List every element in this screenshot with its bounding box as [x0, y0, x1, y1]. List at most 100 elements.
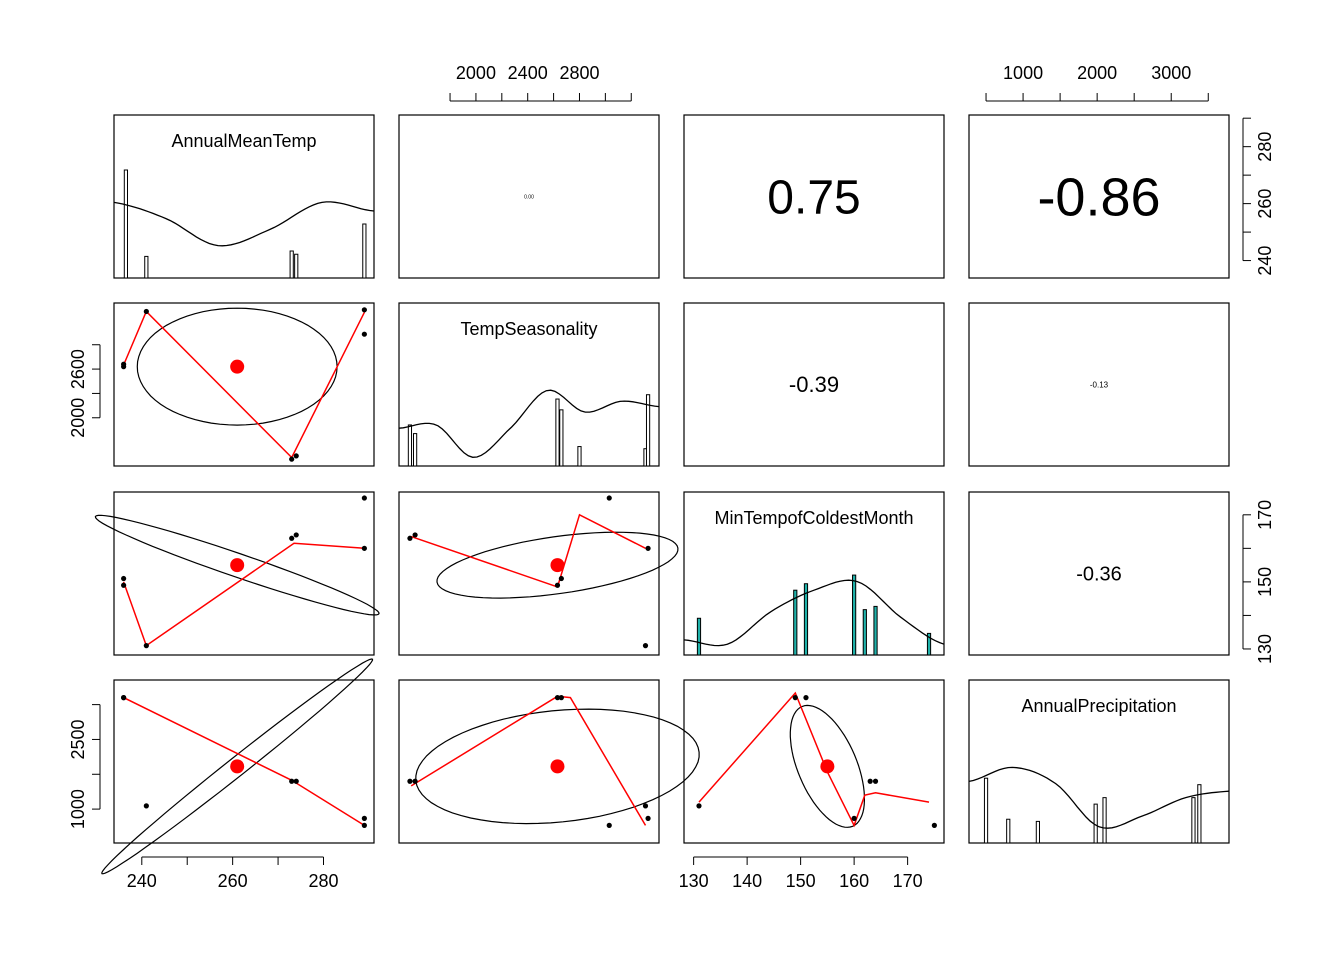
panel-frame-r2-c1	[113, 302, 375, 467]
tick-label-right-r3-170: 170	[1255, 500, 1275, 530]
loess-smoother-r3-c2	[410, 513, 646, 588]
density-curve-TempSeasonality	[398, 389, 660, 458]
correlation-r1-c3: 0.75	[767, 171, 860, 224]
correlation-r2-c3: -0.39	[789, 372, 839, 397]
scatter-point-r3-c1-6	[361, 495, 367, 501]
tick-label-bottom-c3-130: 130	[679, 871, 709, 891]
loess-smoother-r4-c3	[698, 691, 930, 828]
correlation-r1-c2: 0.00	[524, 194, 534, 200]
scatter-point-r4-c1-1	[121, 695, 127, 701]
scatter-point-r2-c1-1	[121, 361, 127, 367]
mean-point-r3-c1	[230, 558, 245, 573]
tick-label-bottom-c1-260: 260	[218, 871, 248, 891]
histogram-bar-AnnualPrecipitation-0	[983, 777, 989, 844]
loess-smoother-r3-c1	[122, 542, 365, 647]
histogram-bar-AnnualPrecipitation-6	[1197, 784, 1202, 844]
scatter-point-r3-c1-1	[121, 575, 127, 582]
panel-frame-r2-c2	[398, 302, 660, 467]
tick-label-left-r2-2600: 2600	[68, 349, 88, 389]
panel-frame-r3-c3	[683, 491, 945, 656]
histogram-bar-MinTempofColdestMonth-4	[862, 609, 867, 656]
histogram-bar-TempSeasonality-1	[413, 433, 418, 467]
scatter-point-r4-c3-4	[872, 778, 879, 784]
loess-smoother-r4-c2	[410, 695, 647, 826]
tick-label-left-r4-1000: 1000	[68, 789, 88, 829]
panel-frame-r1-c2	[398, 114, 660, 279]
scatter-point-r3-c1-2	[143, 643, 149, 649]
histogram-bar-TempSeasonality-6	[645, 394, 651, 467]
panel-frame-r1-c3	[683, 114, 945, 279]
tick-label-bottom-c3-160: 160	[839, 871, 869, 891]
scatter-point-r4-c3-3	[867, 778, 873, 784]
mean-point-r4-c1	[230, 759, 245, 774]
scatter-point-r4-c2-0	[554, 695, 561, 701]
histogram-bar-TempSeasonality-2	[555, 398, 560, 467]
histogram-bar-AnnualMeanTemp-4	[362, 223, 367, 279]
scatter-point-r4-c2-3	[407, 778, 413, 784]
histogram-bar-MinTempofColdestMonth-0	[696, 617, 702, 656]
correlation-ellipse-r4-c3	[789, 704, 866, 828]
histogram-bar-MinTempofColdestMonth-1	[793, 589, 798, 656]
tick-label-top-c2-2000: 2000	[456, 63, 496, 83]
histogram-bar-MinTempofColdestMonth-3	[852, 574, 857, 656]
scatter-point-r2-c1-3	[289, 456, 295, 462]
tick-label-top-c2-2400: 2400	[508, 63, 548, 83]
scatter-point-r2-c1-5	[361, 307, 367, 313]
panel-frame-r4-c2	[398, 679, 660, 844]
mean-point-r4-c2	[550, 759, 565, 774]
correlation-ellipse-r4-c1	[101, 658, 374, 875]
scatter-point-r2-c1-6	[361, 331, 367, 337]
correlation-r1-c4: -0.86	[1037, 167, 1160, 227]
scatter-point-r3-c2-0	[554, 582, 561, 588]
correlation-ellipse-r3-c1	[94, 514, 380, 616]
tick-label-top-c2-2800: 2800	[559, 63, 599, 83]
histogram-bar-MinTempofColdestMonth-5	[873, 605, 878, 656]
scatter-point-r3-c2-2	[642, 643, 649, 649]
tick-label-bottom-c3-170: 170	[893, 871, 923, 891]
tick-label-right-r1-280: 280	[1255, 132, 1275, 162]
tick-label-top-c4-2000: 2000	[1077, 63, 1117, 83]
histogram-bar-AnnualPrecipitation-4	[1102, 797, 1107, 844]
panel-frame-r3-c2	[398, 491, 660, 656]
tick-label-right-r3-150: 150	[1255, 567, 1275, 597]
correlation-r3-c4: -0.36	[1076, 564, 1122, 586]
tick-label-bottom-c1-240: 240	[127, 871, 157, 891]
tick-label-bottom-c1-280: 280	[308, 871, 338, 891]
tick-label-top-c4-3000: 3000	[1151, 63, 1191, 83]
histogram-bar-AnnualMeanTemp-0	[123, 169, 129, 279]
histogram-bar-AnnualPrecipitation-1	[1006, 818, 1011, 844]
scatter-point-r3-c2-3	[407, 535, 413, 541]
tick-label-right-r1-260: 260	[1255, 189, 1275, 219]
scatter-point-r4-c1-6	[361, 822, 367, 828]
mean-point-r2-c1	[230, 359, 245, 374]
scatter-point-r4-c2-1	[558, 695, 564, 701]
correlation-r2-c4: -0.13	[1090, 380, 1109, 389]
panel-frame-r1-c4	[968, 114, 1230, 279]
variable-label-TempSeasonality: TempSeasonality	[460, 319, 597, 339]
scatter-point-r3-c2-6	[606, 495, 612, 501]
scatter-point-r4-c1-5	[361, 815, 367, 821]
scatter-point-r2-c1-4	[293, 453, 299, 459]
mean-point-r4-c3	[820, 759, 835, 774]
panel-frame-r3-c4	[968, 491, 1230, 656]
histogram-bar-AnnualMeanTemp-3	[294, 253, 299, 279]
panel-frame-r3-c1	[113, 491, 375, 656]
loess-smoother-r2-c1	[122, 310, 366, 459]
scatter-point-r4-c3-2	[696, 803, 702, 809]
histogram-bar-AnnualMeanTemp-1	[144, 255, 149, 279]
tick-label-left-r4-2500: 2500	[68, 719, 88, 759]
loess-smoother-r4-c1	[123, 696, 365, 827]
histogram-bar-AnnualPrecipitation-3	[1093, 803, 1098, 844]
scatter-point-r3-c1-4	[293, 532, 299, 538]
panel-frame-r4-c1	[113, 679, 375, 844]
histogram-bar-AnnualMeanTemp-2	[289, 250, 294, 279]
scatter-point-r3-c2-1	[558, 575, 564, 582]
scatter-point-r4-c1-4	[293, 778, 299, 784]
variable-label-AnnualPrecipitation: AnnualPrecipitation	[1021, 696, 1176, 716]
scatter-point-r3-c1-5	[361, 545, 367, 551]
scatter-point-r3-c1-0	[121, 582, 127, 588]
scatter-point-r4-c3-1	[803, 695, 809, 701]
panel-frame-r2-c4	[968, 302, 1230, 467]
scatter-point-r3-c1-3	[289, 535, 295, 541]
tick-label-top-c4-1000: 1000	[1003, 63, 1043, 83]
